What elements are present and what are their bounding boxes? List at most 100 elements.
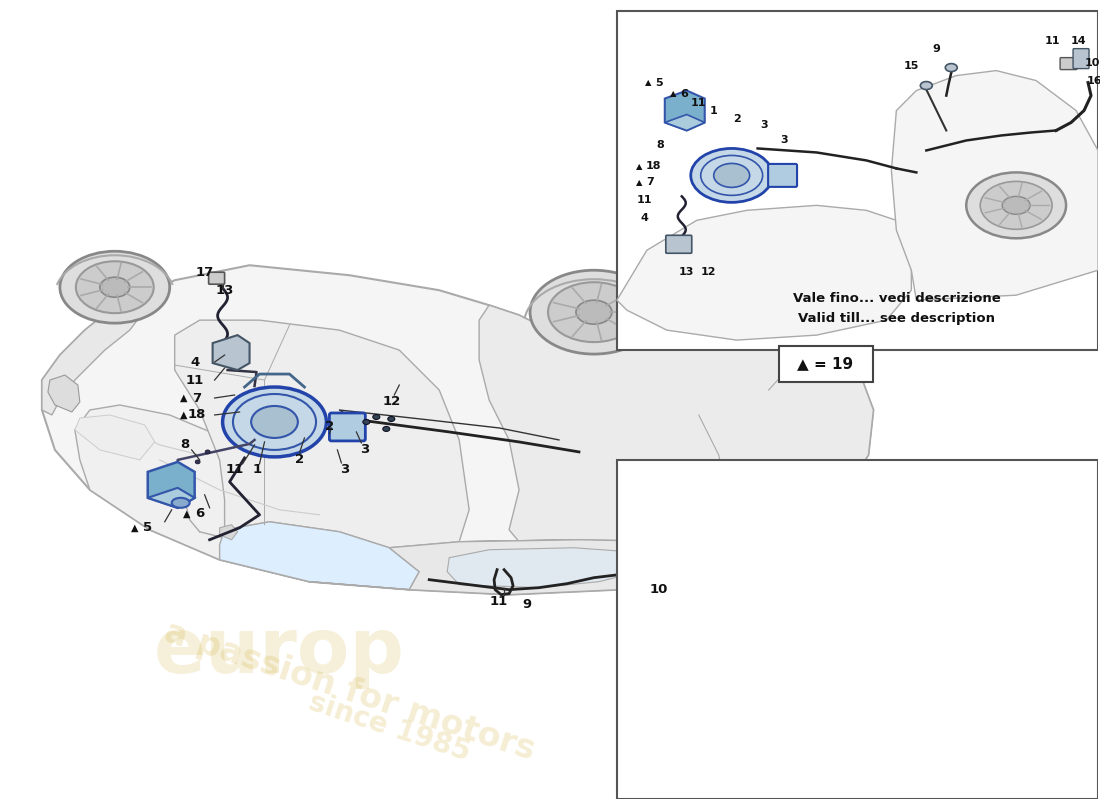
Text: ▲: ▲ [636,162,642,171]
Ellipse shape [691,149,772,202]
Text: 3: 3 [761,121,769,130]
Polygon shape [220,522,419,590]
Ellipse shape [530,270,658,354]
Text: ▲ = 19: ▲ = 19 [798,357,854,371]
Ellipse shape [363,419,370,425]
Ellipse shape [966,173,1066,238]
Text: 2: 2 [324,421,334,434]
Text: 8: 8 [180,438,189,451]
Text: 3: 3 [781,135,789,146]
Text: 1: 1 [253,463,262,476]
Text: 2: 2 [733,114,740,123]
Text: Valid till... see description: Valid till... see description [798,312,994,325]
Ellipse shape [388,417,395,422]
Text: 8: 8 [656,141,663,150]
Text: 2: 2 [295,454,304,466]
Ellipse shape [980,182,1052,230]
Ellipse shape [251,406,298,438]
Text: ▲: ▲ [646,78,652,87]
Polygon shape [175,320,470,548]
Text: 13: 13 [216,284,234,297]
FancyBboxPatch shape [617,460,1098,799]
Ellipse shape [945,64,957,71]
Text: 4: 4 [190,355,199,369]
Polygon shape [75,405,319,582]
Polygon shape [664,90,705,130]
Polygon shape [42,266,873,594]
Polygon shape [48,375,80,412]
Text: since 1985: since 1985 [305,688,474,766]
Text: europ: europ [843,42,1034,99]
Text: 16: 16 [1086,75,1100,86]
Text: arts: arts [893,80,1024,137]
FancyBboxPatch shape [666,235,692,254]
Text: ▲: ▲ [180,410,188,420]
Polygon shape [42,295,145,415]
Text: Vale fino... vedi descrizione: Vale fino... vedi descrizione [792,292,1000,305]
Polygon shape [147,488,195,508]
FancyBboxPatch shape [329,413,365,441]
Text: 11: 11 [186,374,204,386]
Text: 11: 11 [226,463,244,476]
Text: 18: 18 [187,409,206,422]
Text: a passion for motors: a passion for motors [160,616,539,767]
Text: 17: 17 [196,266,213,278]
Text: 1985: 1985 [886,131,971,160]
Text: 11: 11 [490,595,508,608]
Polygon shape [448,548,639,588]
Polygon shape [309,540,708,594]
Text: 5: 5 [143,522,152,534]
Ellipse shape [100,278,130,297]
Ellipse shape [205,450,210,454]
Text: 10: 10 [1085,58,1100,68]
Text: 3: 3 [360,443,368,457]
Text: 6: 6 [680,89,688,98]
Ellipse shape [76,262,154,313]
FancyBboxPatch shape [617,10,1098,350]
Ellipse shape [59,251,169,323]
Ellipse shape [172,498,189,508]
Ellipse shape [714,163,749,187]
FancyBboxPatch shape [768,164,798,187]
Text: 12: 12 [382,395,400,409]
Text: 6: 6 [195,507,205,520]
FancyBboxPatch shape [1074,49,1089,69]
Text: 9: 9 [933,44,940,54]
FancyBboxPatch shape [209,272,224,284]
Polygon shape [664,114,705,130]
Ellipse shape [195,460,200,464]
Ellipse shape [222,387,327,457]
Text: 13: 13 [679,267,694,278]
Text: 11: 11 [691,98,706,107]
Text: 1: 1 [710,106,717,115]
Text: 11: 11 [637,195,652,206]
Ellipse shape [1002,196,1030,214]
Text: ▲: ▲ [180,393,188,403]
Polygon shape [459,305,873,560]
Text: ▲: ▲ [670,89,676,98]
Text: ▲: ▲ [131,522,139,533]
Text: 3: 3 [340,463,349,476]
FancyBboxPatch shape [779,346,873,382]
Text: 10: 10 [650,583,668,596]
Text: 11: 11 [1044,36,1060,46]
FancyBboxPatch shape [1060,58,1077,70]
Polygon shape [617,206,912,340]
Text: 18: 18 [646,162,661,171]
Ellipse shape [373,414,380,419]
Text: 7: 7 [646,178,653,187]
Ellipse shape [576,300,612,324]
Polygon shape [220,525,238,540]
Polygon shape [891,70,1098,300]
Text: 5: 5 [654,78,662,87]
Text: ▲: ▲ [184,509,190,518]
Text: 7: 7 [192,391,201,405]
Ellipse shape [921,82,933,90]
Text: 4: 4 [641,214,649,223]
Text: 9: 9 [522,598,531,611]
Text: 12: 12 [701,267,716,278]
Text: europ: europ [154,614,405,689]
Polygon shape [75,415,155,460]
Text: 15: 15 [904,61,918,70]
Ellipse shape [383,426,389,431]
